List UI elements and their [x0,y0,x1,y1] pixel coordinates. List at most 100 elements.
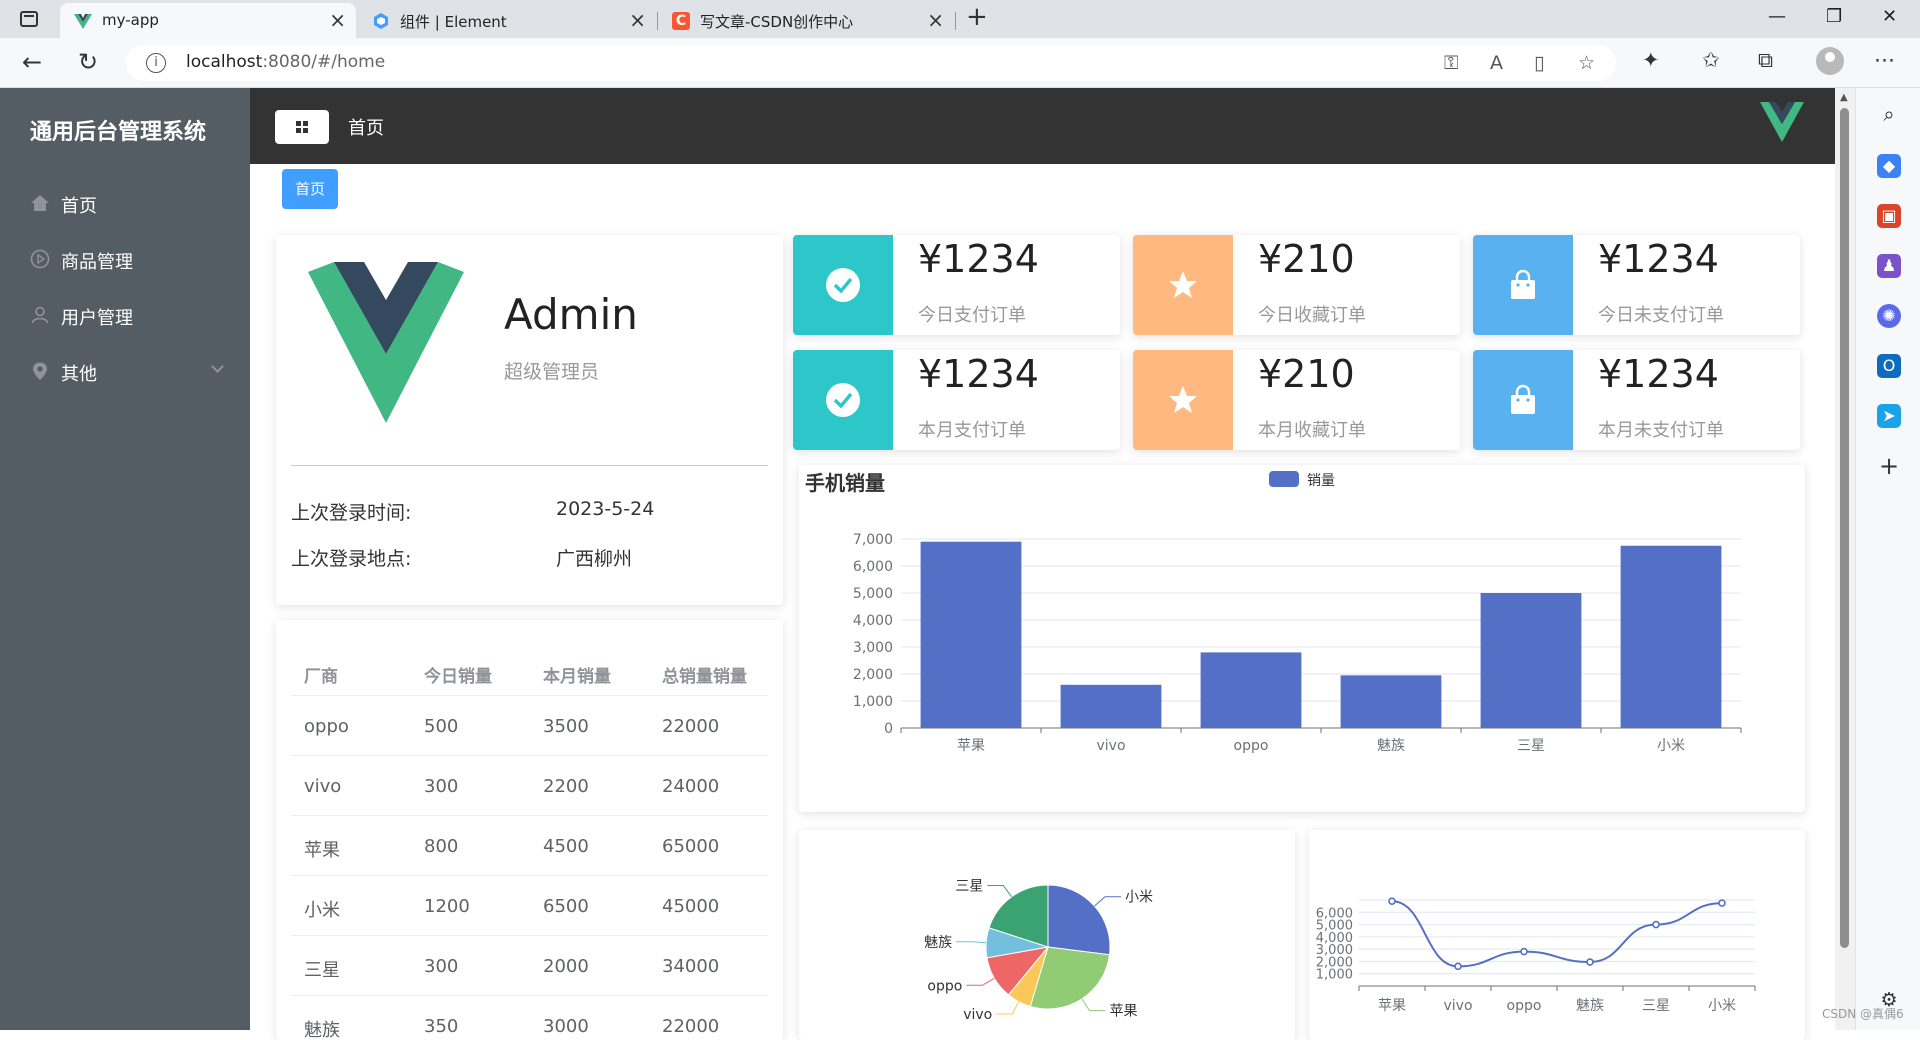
x-tick-label: 小米 [1708,998,1736,1014]
pie-slice [988,884,1049,948]
user-icon [31,306,49,324]
y-tick-label: 6,000 [1316,906,1353,921]
breadcrumb[interactable]: 首页 [348,118,384,139]
bar-chart-card: 手机销量 0 1,000 2,000 3,000 4,000 5,000 6,000 7,00… [799,465,1805,812]
last-login-place: 广西柳州 [556,548,633,570]
more-options-icon[interactable]: ⋯ [1874,48,1895,72]
pie-chart-card: 小米 苹果 vivo oppo 魅族 三星 [799,830,1295,1040]
last-login-time: 2023-5-24 [556,498,655,520]
top-header: 首页 [250,88,1835,164]
collections-icon[interactable]: ⧉ [1758,48,1773,72]
tab-element[interactable]: 组件 | Element × [358,3,656,38]
tab-my-app[interactable]: my-app × [60,3,356,38]
extensions-icon[interactable]: ✦ [1642,48,1660,72]
vue-logo-icon[interactable] [1760,102,1804,142]
bar [1200,652,1302,728]
x-tick-label: oppo [1234,738,1269,754]
y-tick-label: 5,000 [853,586,893,602]
send-icon[interactable]: ➤ [1877,404,1901,428]
line-point [1586,958,1594,966]
site-info-icon[interactable]: i [146,53,166,73]
bar [920,541,1022,728]
minimize-icon[interactable]: — [1768,6,1786,27]
edge-sidebar: ⌕ ◆ ▣ ♟ ✺ O ➤ + ⚙ [1855,88,1920,1030]
y-tick-label: 0 [884,721,893,737]
pie-label-line [987,885,1012,898]
tag-home[interactable]: 首页 [282,169,338,209]
pie-slice [1029,946,1111,1010]
stat-card-today-fav: ¥210 今日收藏订单 [1133,235,1460,335]
x-tick-label: 苹果 [957,738,985,754]
favorites-icon[interactable]: ✩ [1702,48,1720,72]
line-point [1652,920,1660,929]
table-row: 魅族 350 3000 22000 [291,995,768,1040]
last-login-time-label: 上次登录时间: [291,502,412,524]
tag-icon[interactable]: ◆ [1877,154,1901,178]
sidebar-item-label: 商品管理 [61,252,133,273]
restore-icon[interactable]: ❐ [1826,6,1843,27]
pie-label-line [1081,998,1106,1012]
browser-tab-bar: my-app × 组件 | Element × C 写文章-CSDN创作中心 ×… [0,0,1920,38]
back-arrow-icon[interactable]: ← [22,48,43,76]
read-aloud-icon[interactable]: A [1490,52,1503,74]
stat-icon-box [793,235,893,335]
y-tick-label: 5,000 [1316,919,1353,934]
bar-chart: 0 1,000 2,000 3,000 4,000 5,000 6,000 7,000 苹果 vi… [853,471,1742,754]
bar [1480,593,1582,728]
scroll-up-icon[interactable]: ▲ [1840,92,1848,103]
collapse-menu-button[interactable] [275,110,329,144]
x-tick-label: 魅族 [1576,998,1604,1014]
stat-icon-box [1133,235,1233,335]
app-title: 通用后台管理系统 [30,120,207,145]
bar [1060,684,1162,728]
y-tick-label: 4,000 [1316,931,1353,946]
outlook-icon[interactable]: O [1877,354,1901,378]
stat-card-month-fav: ¥210 本月收藏订单 [1133,350,1460,450]
stat-value: ¥1234 [918,352,1039,396]
stat-icon-box [1133,350,1233,450]
video-play-icon [30,249,50,269]
pie-label: 三星 [955,879,983,895]
stat-label: 本月未支付订单 [1598,420,1724,441]
table-header: 今日销量 [424,667,492,687]
scrollbar-thumb[interactable] [1840,108,1849,948]
profile-avatar[interactable] [1816,47,1844,75]
tab-actions-icon[interactable] [20,11,38,27]
url-text[interactable]: localhost:8080/#/home [186,52,386,72]
toolbox-icon[interactable]: ▣ [1877,204,1901,228]
tab-close-icon[interactable]: × [629,8,646,32]
new-tab-plus-icon[interactable]: + [966,2,988,32]
location-icon [33,362,47,380]
sidebar-item-goods[interactable]: 商品管理 [0,233,250,289]
sidebar-item-other[interactable]: 其他 [0,345,250,401]
search-icon[interactable]: ⌕ [1883,102,1895,126]
last-login-place-label: 上次登录地点: [291,548,412,570]
line-point [1718,899,1726,907]
add-icon[interactable]: + [1878,452,1900,480]
add-favorite-icon[interactable]: ☆ [1578,52,1596,74]
sidebar-item-home[interactable]: 首页 [0,177,250,233]
stat-value: ¥1234 [918,237,1039,281]
table-header: 本月销量 [543,667,611,687]
sidebar-item-users[interactable]: 用户管理 [0,289,250,345]
reload-icon[interactable]: ↻ [78,48,99,76]
close-window-icon[interactable]: ✕ [1882,6,1898,27]
games-icon[interactable]: ♟ [1877,254,1901,278]
page-scrollbar[interactable]: ▲ [1835,88,1855,1030]
stat-icon-box [1473,235,1573,335]
tab-separator [955,12,956,30]
reader-view-icon[interactable]: ▯ [1534,52,1545,74]
tab-csdn[interactable]: C 写文章-CSDN创作中心 × [658,3,954,38]
table-row: 三星 300 2000 34000 [291,935,768,995]
tab-close-icon[interactable]: × [329,8,346,32]
settings-gear-icon[interactable]: ⚙ [1880,989,1898,1011]
url-field[interactable]: i localhost:8080/#/home ⚿ A ▯ ☆ [126,45,1616,81]
line-chart-card: 1,000 2,000 3,000 4,000 5,000 6,000 苹果 vivo oppo… [1309,830,1805,1040]
pie-label: vivo [963,1007,992,1023]
tab-close-icon[interactable]: × [927,8,944,32]
key-icon[interactable]: ⚿ [1444,52,1459,74]
stat-value: ¥1234 [1598,352,1719,396]
copilot-icon[interactable]: ✺ [1877,304,1901,328]
sidebar-item-label: 首页 [61,196,97,217]
